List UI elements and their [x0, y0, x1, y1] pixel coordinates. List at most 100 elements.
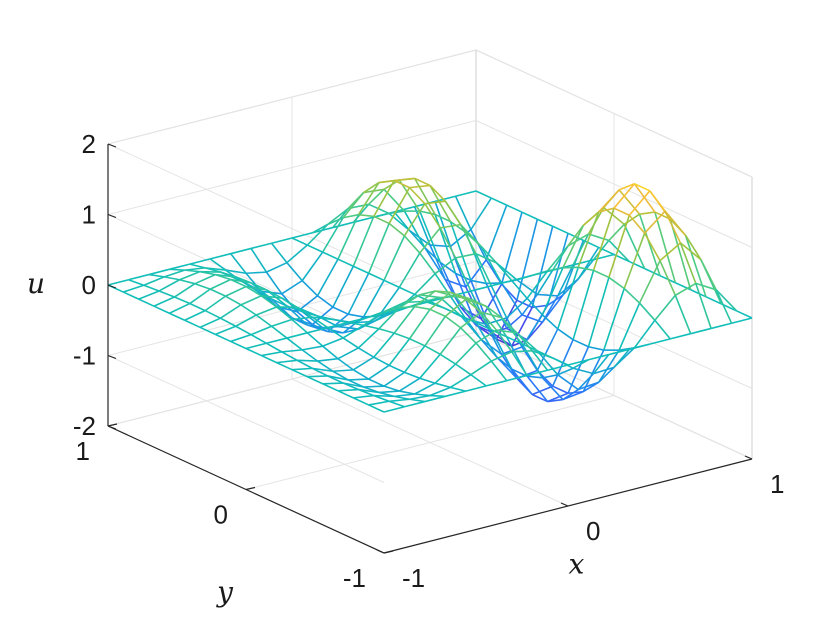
mesh-segment: [511, 306, 533, 347]
mesh-segment: [419, 294, 441, 299]
mesh-segment: [434, 257, 457, 275]
mesh-segment: [271, 298, 293, 319]
mesh-segment: [531, 350, 549, 371]
mesh-segment: [337, 390, 354, 399]
mesh-segment: [414, 305, 431, 311]
mesh-segment: [327, 375, 349, 381]
mesh-segment: [419, 210, 436, 216]
mesh-segment: [266, 289, 283, 299]
x-tick: [560, 502, 569, 507]
mesh-segment: [291, 318, 308, 334]
mesh-segment: [337, 325, 359, 330]
z-tick: [107, 425, 117, 430]
z-tick: [107, 143, 117, 148]
mesh-segment: [394, 205, 415, 213]
mesh-segment: [629, 343, 650, 351]
z-tick: [107, 284, 117, 289]
mesh-segment: [598, 189, 620, 213]
mesh-segment: [368, 404, 385, 413]
mesh-segment: [454, 195, 472, 230]
mesh-segment: [459, 224, 477, 255]
mesh-segment: [301, 311, 324, 329]
y-tick-label: 0: [214, 500, 228, 530]
mesh-segment: [424, 296, 441, 303]
mesh-segment: [557, 328, 574, 341]
mesh-segment: [674, 282, 697, 296]
mesh-segment: [327, 326, 344, 339]
mesh-segment: [266, 337, 288, 345]
mesh-segment: [158, 279, 180, 292]
mesh-segment: [541, 267, 564, 316]
mesh-segment: [664, 210, 687, 236]
mesh-segment: [332, 265, 355, 308]
mesh-segment: [557, 374, 579, 391]
mesh-segment: [348, 378, 369, 381]
mesh-segment: [209, 278, 232, 290]
mesh-segment: [327, 321, 349, 329]
mesh-segment: [322, 337, 344, 347]
mesh-segment: [194, 273, 216, 285]
mesh-segment: [511, 274, 533, 282]
mesh-segment: [261, 351, 282, 357]
mesh-segment: [531, 393, 548, 403]
mesh-segment: [363, 181, 380, 194]
mesh-segment: [572, 233, 590, 266]
mesh-segment: [588, 345, 604, 351]
mesh-segment: [705, 296, 722, 305]
mesh-segment: [552, 385, 569, 394]
mesh-segment: [291, 368, 308, 378]
mesh-segment: [444, 200, 462, 226]
mesh-segment: [363, 385, 385, 388]
mesh-segment: [506, 297, 528, 319]
mesh-segment: [582, 211, 600, 227]
mesh-segment: [454, 342, 477, 365]
mesh-segment: [322, 383, 339, 392]
mesh-segment: [495, 329, 513, 353]
mesh-segment: [373, 215, 390, 225]
mesh-segment: [357, 182, 380, 216]
mesh-segment: [312, 367, 329, 377]
mesh-segment: [623, 232, 646, 289]
mesh-segment: [710, 322, 732, 330]
mesh-segment: [419, 210, 441, 263]
mesh-segment: [245, 285, 267, 291]
mesh-segment: [444, 315, 462, 329]
mesh-segment: [286, 332, 308, 339]
z-tick-label: -2: [73, 411, 96, 441]
mesh-segment: [373, 394, 395, 398]
mesh-segment: [633, 319, 656, 349]
mesh-segment: [450, 291, 467, 301]
mesh-segment: [536, 269, 554, 295]
mesh-segment: [414, 273, 436, 296]
mesh-segment: [143, 276, 165, 287]
mesh-segment: [138, 290, 160, 300]
mesh-segment: [168, 312, 186, 322]
mesh-segment: [383, 279, 400, 289]
mesh-segment: [312, 316, 333, 321]
mesh-segment: [419, 227, 441, 254]
mesh-segment: [327, 375, 344, 384]
mesh-segment: [184, 319, 201, 329]
mesh-segment: [644, 267, 661, 277]
mesh-segment: [225, 295, 242, 306]
mesh-segment: [608, 348, 630, 356]
mesh-segment: [337, 258, 354, 267]
mesh-segment: [536, 350, 559, 376]
mesh-segment: [388, 400, 405, 408]
mesh-segment: [398, 377, 421, 392]
mesh-segment: [608, 215, 631, 278]
mesh-segment: [164, 276, 180, 281]
mesh-segment: [511, 349, 533, 353]
mesh-segment: [225, 269, 247, 275]
mesh-segment: [516, 279, 538, 296]
mesh-segment: [588, 233, 610, 242]
mesh-segment: [465, 298, 487, 308]
mesh-segment: [572, 367, 594, 375]
mesh-segment: [414, 290, 436, 308]
surface-mesh: [107, 177, 753, 413]
mesh-segment: [541, 314, 559, 330]
mesh-segment: [623, 223, 646, 269]
mesh-segment: [281, 351, 298, 362]
mesh-segment: [311, 316, 329, 329]
mesh-segment: [261, 295, 282, 299]
